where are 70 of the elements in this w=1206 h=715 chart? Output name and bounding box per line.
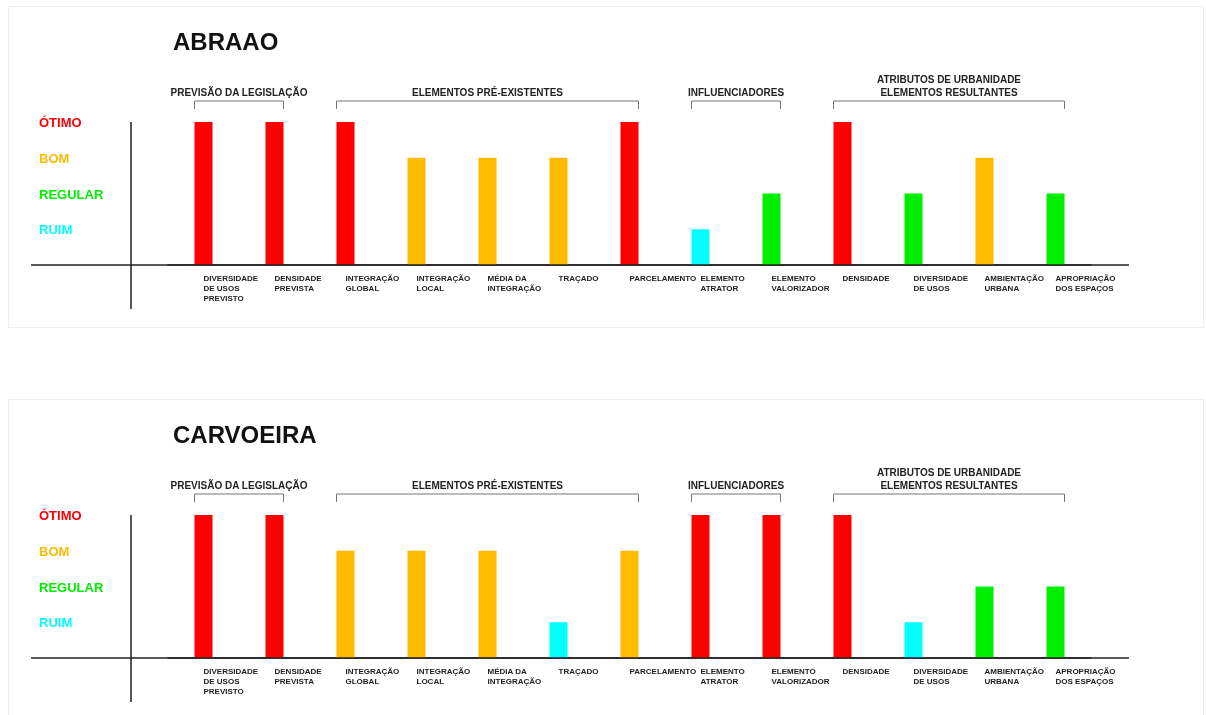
text: REGULAR	[39, 186, 104, 202]
bar	[549, 622, 568, 658]
x-tick-label: ELEMENTO VALORIZADOR	[771, 273, 830, 293]
text: INFLUENCIADORES	[687, 480, 785, 491]
x-tick-label: INTEGRAÇÃO GLOBAL	[345, 273, 400, 293]
bar	[762, 515, 781, 658]
x-tick-label: DIVERSIDADE DE USOS PREVISTO	[203, 273, 259, 303]
text: ATRIBUTOS DE URBANIDADE ELEMENTOS RESULTANTES	[876, 467, 1022, 491]
bar	[975, 586, 994, 658]
x-tick-label: MÉDIA DA INTEGRAÇÃO	[487, 666, 542, 686]
bar	[549, 157, 568, 265]
x-tick-label: DIVERSIDADE DE USOS PREVISTO	[203, 666, 259, 696]
x-tick-label: DENSIDADE	[842, 273, 891, 283]
text: RUIM	[39, 615, 73, 631]
bar	[975, 157, 994, 265]
text: BOM	[39, 543, 70, 559]
text: INFLUENCIADORES	[687, 87, 785, 98]
bar	[904, 193, 923, 265]
x-tick-label: TRAÇADO	[558, 273, 599, 283]
bar	[833, 122, 852, 265]
bar	[620, 122, 639, 265]
bar	[336, 122, 355, 265]
bar	[620, 550, 639, 658]
text: ÓTIMO	[39, 508, 82, 523]
x-tick-label: ELEMENTO ATRATOR	[700, 666, 745, 686]
bar	[904, 622, 923, 658]
text: ATRIBUTOS DE URBANIDADE ELEMENTOS RESULTANTES	[876, 74, 1022, 98]
chart-title: ABRAAO	[173, 27, 279, 55]
text: RUIM	[39, 222, 73, 238]
text: ELEMENTOS PRÉ-EXISTENTES	[412, 86, 564, 98]
bar	[762, 193, 781, 265]
bar	[478, 157, 497, 265]
bar	[407, 157, 426, 265]
text: BOM	[39, 150, 70, 166]
x-tick-label: PARCELAMENTO	[629, 273, 697, 283]
x-tick-label: APROPRIAÇÃO DOS ESPAÇOS	[1055, 666, 1116, 686]
x-tick-label: DENSIDADE	[842, 666, 891, 676]
bar	[1046, 586, 1065, 658]
text: ÓTIMO	[39, 115, 82, 130]
x-tick-label: INTEGRAÇÃO GLOBAL	[345, 666, 400, 686]
text: PREVISÃO DA LEGISLAÇÃO	[170, 479, 308, 491]
bar	[336, 550, 355, 658]
x-tick-label: DIVERSIDADE DE USOS	[913, 273, 969, 293]
text: ELEMENTOS PRÉ-EXISTENTES	[412, 479, 564, 491]
x-tick-label: TRAÇADO	[558, 666, 599, 676]
x-tick-label: APROPRIAÇÃO DOS ESPAÇOS	[1055, 273, 1116, 293]
x-tick-label: AMBIENTAÇÃO URBANA	[984, 273, 1044, 293]
text: REGULAR	[39, 579, 104, 595]
x-tick-label: AMBIENTAÇÃO URBANA	[984, 666, 1044, 686]
x-tick-label: INTEGRAÇÃO LOCAL	[416, 666, 471, 686]
bar	[265, 515, 284, 658]
x-tick-label: DENSIDADE PREVISTA	[274, 273, 323, 293]
bar	[265, 122, 284, 265]
chart-title: CARVOEIRA	[173, 420, 317, 448]
text: PREVISÃO DA LEGISLAÇÃO	[170, 86, 308, 98]
x-tick-label: PARCELAMENTO	[629, 666, 697, 676]
bar	[194, 122, 213, 265]
bar	[833, 515, 852, 658]
x-tick-label: DENSIDADE PREVISTA	[274, 666, 323, 686]
bar	[478, 550, 497, 658]
bar	[1046, 193, 1065, 265]
bar	[407, 550, 426, 658]
x-tick-label: ELEMENTO VALORIZADOR	[771, 666, 830, 686]
x-tick-label: DIVERSIDADE DE USOS	[913, 666, 969, 686]
bar	[194, 515, 213, 658]
x-tick-label: MÉDIA DA INTEGRAÇÃO	[487, 273, 542, 293]
bar	[691, 229, 710, 265]
bar	[691, 515, 710, 658]
x-tick-label: ELEMENTO ATRATOR	[700, 273, 745, 293]
x-tick-label: INTEGRAÇÃO LOCAL	[416, 273, 471, 293]
